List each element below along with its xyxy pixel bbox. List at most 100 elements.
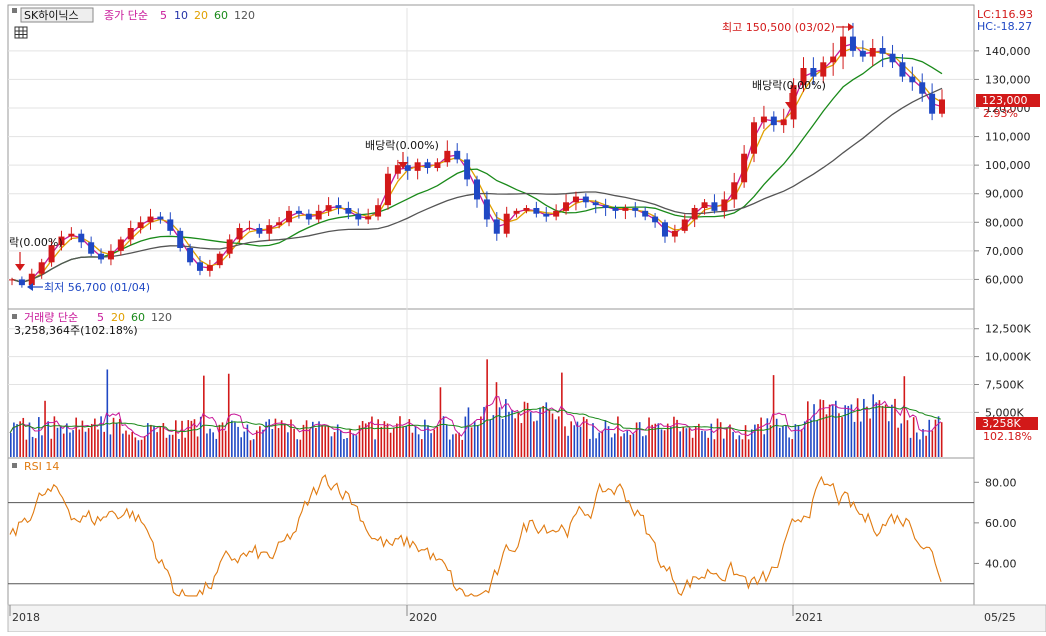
volume-bar <box>900 423 903 457</box>
volume-bar <box>340 430 342 457</box>
volume-bar <box>691 437 694 457</box>
volume-bar <box>778 427 781 457</box>
volume-bar <box>909 437 912 457</box>
volume-bar <box>881 405 884 457</box>
volume-bar <box>828 404 831 457</box>
volume-bar <box>679 431 681 457</box>
volume-bar <box>203 375 205 457</box>
candle-body <box>68 233 75 237</box>
candle-body <box>266 225 273 234</box>
volume-bar <box>523 401 526 457</box>
candle-body <box>731 182 738 200</box>
volume-bar <box>153 425 155 457</box>
candle-body <box>652 216 659 223</box>
volume-bar <box>613 433 616 457</box>
volume-bar <box>97 429 99 457</box>
volume-bar <box>283 423 286 457</box>
x-label-2021: 2021 <box>795 611 823 624</box>
volume-bar <box>274 418 277 457</box>
volume-bar <box>377 419 379 457</box>
volume-bar <box>420 439 423 457</box>
volume-bar <box>178 438 180 457</box>
rsi-menu-icon[interactable] <box>12 463 17 468</box>
volume-bar <box>694 426 697 457</box>
current-change: 2.93% <box>983 107 1018 120</box>
candle-body <box>770 116 777 126</box>
volume-bar <box>109 434 112 457</box>
candle-body <box>849 36 856 51</box>
volume-bar <box>436 426 439 457</box>
volume-bar <box>262 429 264 457</box>
vol-ma-60: 60 <box>131 311 145 324</box>
current-volume-badge <box>976 417 1038 430</box>
volume-bar <box>635 422 638 457</box>
volume-bar <box>585 419 588 457</box>
candle-body <box>889 53 896 63</box>
volume-bar <box>25 439 28 457</box>
candle-body <box>394 165 401 174</box>
candle-body <box>206 265 213 271</box>
high-annotation: 최고 150,500 (03/02) <box>722 21 835 34</box>
volume-bar <box>701 430 703 457</box>
volume-bar <box>520 423 523 457</box>
volume-bar <box>536 420 538 457</box>
volume-bar <box>318 421 320 457</box>
volume-bar <box>171 434 174 457</box>
volume-bar <box>775 418 778 457</box>
volume-bar <box>850 404 853 457</box>
volume-bar <box>243 431 246 457</box>
volume-bar <box>875 402 878 457</box>
volume-bar <box>632 433 635 457</box>
volume-bar <box>470 427 473 457</box>
volume-bar <box>928 419 931 457</box>
candle-body <box>572 196 579 203</box>
candle-body <box>711 202 718 211</box>
candle-body <box>315 210 322 220</box>
volume-bar <box>352 433 355 457</box>
volume-bar <box>670 427 672 457</box>
volume-bar <box>517 412 520 457</box>
volume-bar <box>255 430 258 457</box>
volume-bar <box>84 431 87 457</box>
volume-bar <box>22 417 25 457</box>
volume-bar <box>813 404 815 457</box>
volume-menu-icon[interactable] <box>12 314 17 319</box>
volume-bar <box>75 417 77 457</box>
volume-bar <box>744 425 747 457</box>
candle-body <box>345 208 352 214</box>
volume-bar <box>47 421 49 457</box>
volume-bar <box>206 433 208 457</box>
volume-bar <box>227 373 230 457</box>
candle-body <box>909 76 916 83</box>
volume-bar <box>835 400 837 457</box>
volume-bar <box>402 426 404 457</box>
ma-label-5: 5 <box>160 9 167 22</box>
volume-bar <box>417 434 420 457</box>
volume-bar <box>100 416 102 457</box>
ma-label-20: 20 <box>194 9 208 22</box>
price-tick-label: 80,000 <box>985 216 1024 229</box>
volume-bar <box>757 424 759 457</box>
table-grid-icon[interactable] <box>14 26 28 39</box>
candle-body <box>48 245 55 263</box>
rsi-tick-label: 60.00 <box>985 517 1017 530</box>
volume-bar <box>754 424 756 457</box>
panel-menu-icon[interactable] <box>12 8 17 13</box>
volume-bar <box>722 438 725 457</box>
volume-bar <box>866 406 868 457</box>
volume-bar <box>726 427 728 457</box>
volume-bar <box>595 438 597 457</box>
volume-bar <box>112 417 115 457</box>
y-tick-labels: 60,000 70,000 80,000 90,000 100,000 110,000 12… <box>974 45 1031 570</box>
stock-name-box[interactable] <box>20 7 94 23</box>
candle-body <box>236 228 243 240</box>
volume-tick-label: 10,000K <box>985 351 1031 364</box>
volume-bar <box>464 416 467 457</box>
volume-bar <box>196 436 199 457</box>
high-arrow-icon <box>836 23 854 31</box>
volume-bar <box>271 429 274 457</box>
volume-bar <box>576 421 579 457</box>
candle-body <box>365 216 372 220</box>
volume-bar <box>237 426 239 457</box>
volume-bar <box>489 419 492 457</box>
